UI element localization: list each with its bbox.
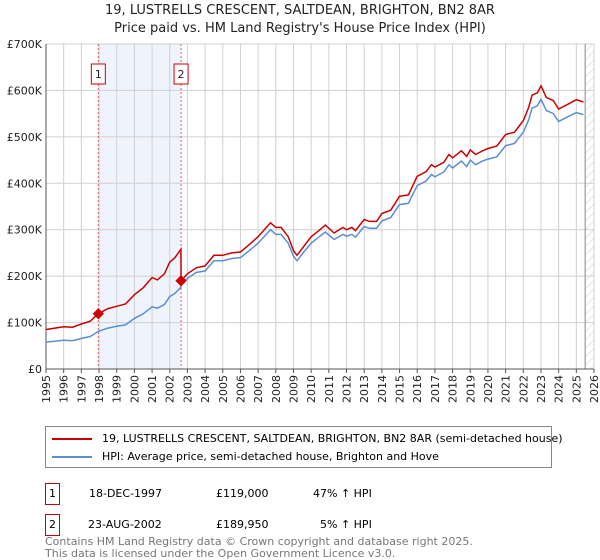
x-tick-label: 2004 (199, 375, 212, 403)
legend-label: 19, LUSTRELLS CRESCENT, SALTDEAN, BRIGHT… (102, 432, 563, 445)
sale-label-box (90, 63, 106, 85)
x-tick-label: 2001 (146, 375, 159, 403)
y-tick-label: £300K (7, 224, 43, 237)
x-tick-label: 2013 (358, 375, 371, 403)
x-tick-label: 2008 (270, 375, 283, 403)
footer-licence: This data is licensed under the Open Gov… (45, 547, 396, 560)
y-tick-label: £200K (7, 270, 43, 283)
sale-point (175, 275, 187, 287)
x-tick-label: 2006 (234, 375, 247, 403)
sale-badge: 2 (45, 514, 60, 536)
legend-item-property: 19, LUSTRELLS CRESCENT, SALTDEAN, BRIGHT… (52, 432, 563, 445)
sale-row: 2 23-AUG-2002 £189,950 5% ↑ HPI (45, 514, 545, 536)
price-paid-line (45, 84, 584, 331)
x-tick-label: 2017 (429, 375, 442, 403)
x-tick-label: 2021 (500, 375, 513, 403)
sale-hpi-diff: 47% ↑ HPI (313, 487, 372, 500)
blue-line-swatch (52, 455, 92, 458)
footer-copyright: Contains HM Land Registry data © Crown c… (45, 535, 473, 548)
legend-label: HPI: Average price, semi-detached house,… (102, 450, 439, 463)
x-tick-label: 2002 (164, 375, 177, 403)
y-tick-label: £600K (7, 84, 43, 97)
x-tick-label: 2014 (376, 375, 389, 403)
x-tick-label: 1999 (111, 375, 124, 403)
x-tick-label: 2012 (341, 375, 354, 403)
x-tick-label: 1998 (93, 375, 106, 403)
hpi-line (45, 97, 584, 343)
x-tick-label: 2025 (570, 375, 583, 403)
x-tick-label: 2011 (323, 375, 336, 403)
x-tick-label: 2003 (181, 375, 194, 403)
sale-label: 2 (178, 68, 185, 81)
x-tick-label: 2007 (252, 375, 265, 403)
sale-price: £119,000 (216, 487, 269, 500)
sale-label: 1 (95, 68, 102, 81)
y-tick-label: £100K (7, 317, 43, 330)
x-tick-label: 1996 (58, 375, 71, 403)
sale-badge: 1 (45, 483, 60, 505)
red-line-swatch (52, 437, 92, 440)
x-tick-label: 2019 (464, 375, 477, 403)
sale-price: £189,950 (216, 518, 269, 531)
sale-label-box (173, 63, 189, 85)
legend: 19, LUSTRELLS CRESCENT, SALTDEAN, BRIGHT… (45, 426, 563, 468)
x-tick-label: 2018 (447, 375, 460, 403)
x-tick-label: 2024 (553, 375, 566, 403)
x-tick-label: 2026 (588, 375, 600, 403)
x-tick-label: 2000 (128, 375, 141, 403)
legend-item-hpi: HPI: Average price, semi-detached house,… (52, 450, 439, 463)
sale-row: 1 18-DEC-1997 £119,000 47% ↑ HPI (45, 483, 545, 505)
ownership-shading (98, 44, 182, 369)
x-tick-label: 2022 (517, 375, 530, 403)
forecast-hatch (585, 44, 594, 369)
x-tick-label: 2005 (217, 375, 230, 403)
y-tick-label: £500K (7, 131, 43, 144)
x-tick-label: 1995 (40, 375, 53, 403)
sale-hpi-diff: 5% ↑ HPI (320, 518, 372, 531)
x-tick-label: 1997 (75, 375, 88, 403)
y-tick-label: £0 (28, 363, 42, 376)
x-tick-label: 2020 (482, 375, 495, 403)
x-tick-label: 2015 (394, 375, 407, 403)
price-chart: 1995 1996 1997 1998 1999 2000 2001 2002 2003 2004… (7, 38, 600, 403)
y-tick-label: £700K (7, 38, 43, 51)
chart-subtitle: Price paid vs. HM Land Registry's House … (114, 21, 486, 36)
x-tick-label: 2016 (411, 375, 424, 403)
x-tick-label: 2023 (535, 375, 548, 403)
sale-date: 23-AUG-2002 (88, 518, 162, 531)
chart-title: 19, LUSTRELLS CRESCENT, SALTDEAN, BRIGHT… (105, 3, 495, 18)
x-tick-label: 2009 (287, 375, 300, 403)
sale-date: 18-DEC-1997 (89, 487, 163, 500)
x-tick-label: 2010 (305, 375, 318, 403)
y-tick-label: £400K (7, 177, 43, 190)
